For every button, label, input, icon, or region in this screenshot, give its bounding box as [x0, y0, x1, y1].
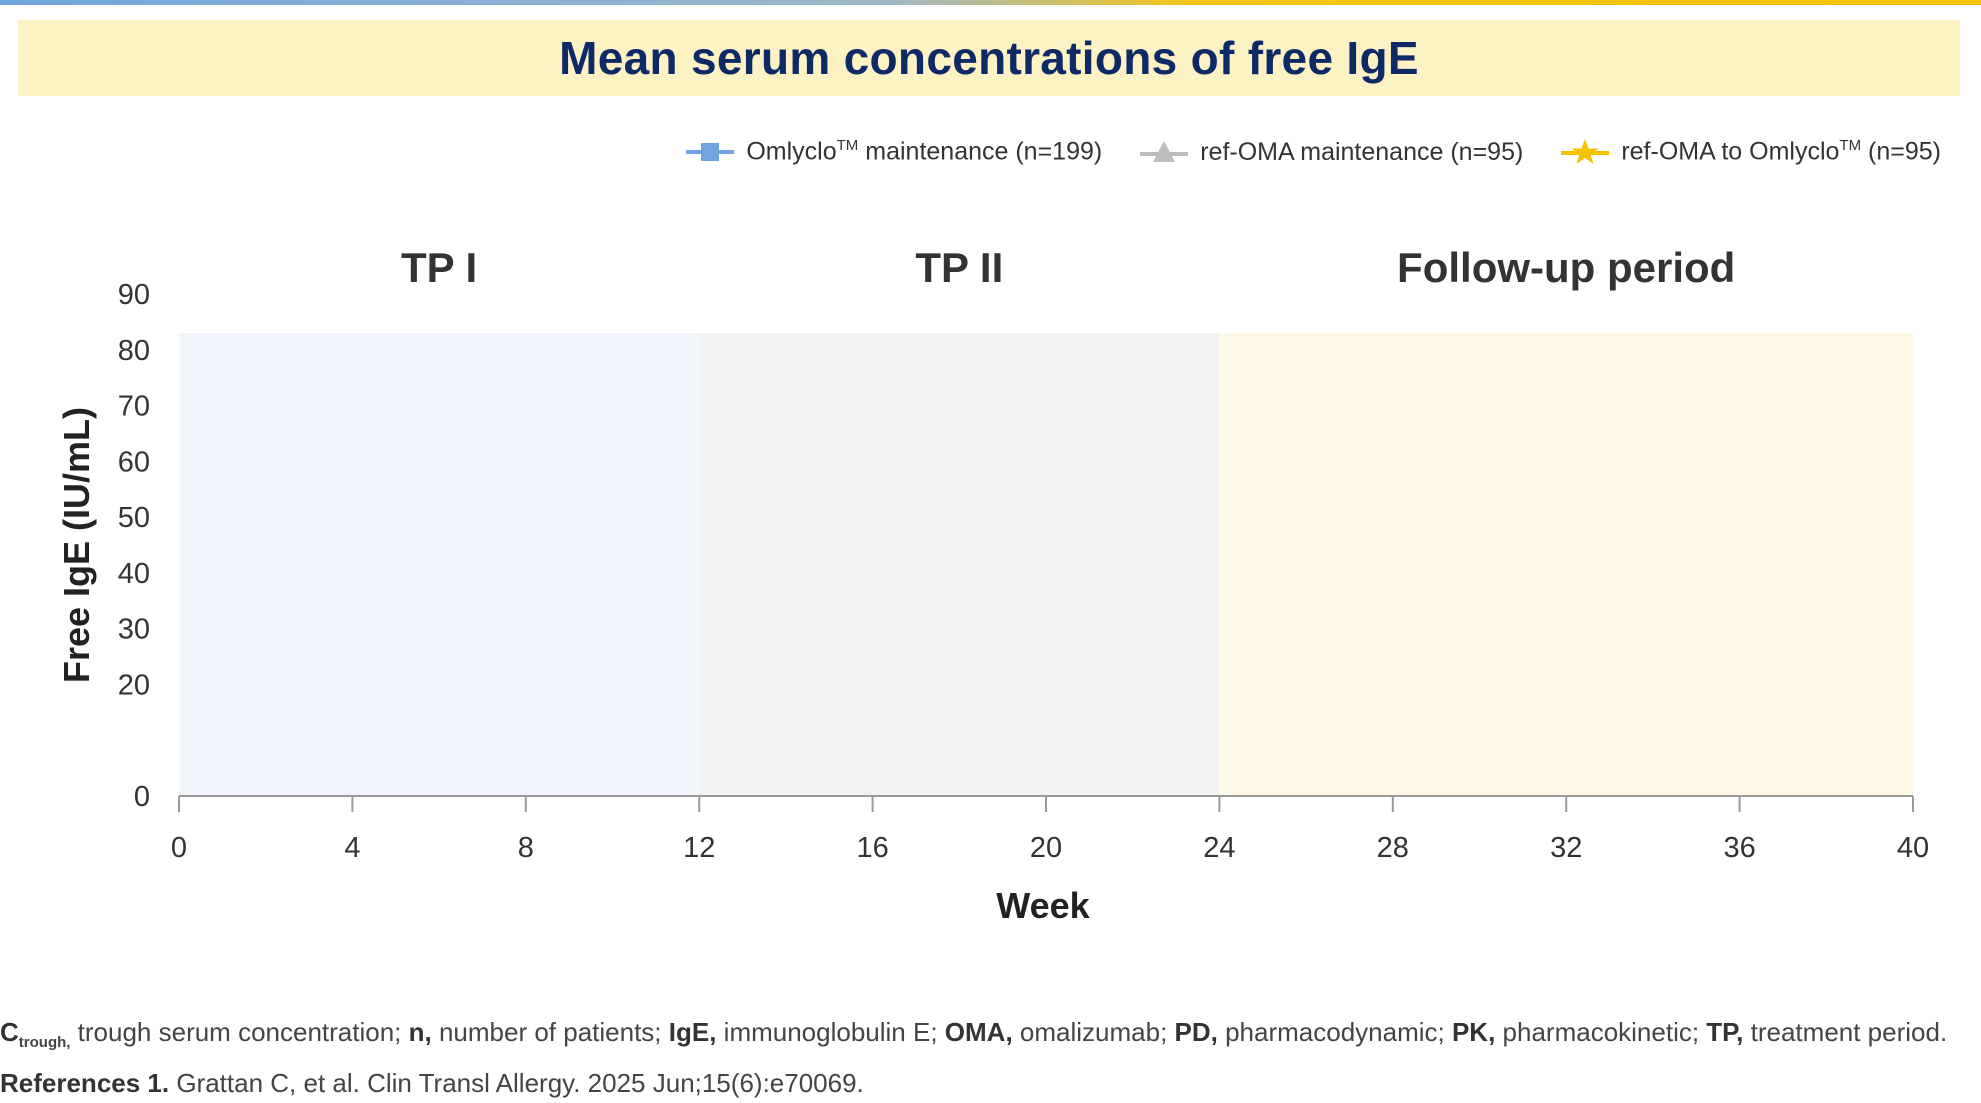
x-tick-label: 8 — [518, 832, 534, 864]
x-axis-title: Week — [996, 885, 1090, 926]
y-tick-label: 70 — [118, 391, 150, 423]
footnote-term: TP, — [1706, 1017, 1744, 1047]
top-accent-rule — [0, 0, 1981, 5]
x-tick-label: 24 — [1203, 832, 1235, 864]
footnote-term: PD, — [1174, 1017, 1218, 1047]
period-band-0 — [179, 333, 700, 796]
footnote-definition: trough serum concentration; — [70, 1017, 409, 1047]
legend-item-omlyclo: OmlycloTM maintenance (n=199) — [684, 137, 1102, 167]
footnote-definition: treatment period. — [1743, 1017, 1948, 1047]
x-tick-label: 32 — [1550, 832, 1582, 864]
legend-item-ref-oma-to-omlyclo: ref-OMA to OmlycloTM (n=95) — [1559, 137, 1941, 167]
legend: OmlycloTM maintenance (n=199) ref-OMA ma… — [684, 132, 1941, 172]
abbreviations-footnote: Ctrough, trough serum concentration; n, … — [0, 1012, 1981, 1063]
x-tick-label: 36 — [1723, 832, 1755, 864]
footnote-term: OMA, — [944, 1017, 1013, 1047]
x-tick-label: 0 — [171, 832, 187, 864]
y-tick-label: 30 — [118, 614, 150, 646]
legend-label-omlyclo: OmlycloTM maintenance (n=199) — [746, 137, 1103, 166]
footnote-term: n, — [408, 1017, 432, 1047]
title-banner: Mean serum concentrations of free IgE — [18, 20, 1960, 96]
y-tick-label: 20 — [118, 669, 150, 701]
y-tick-label: 0 — [134, 781, 150, 813]
x-tick-label: 4 — [344, 832, 360, 864]
y-tick-label: 50 — [118, 502, 150, 534]
chart-title: Mean serum concentrations of free IgE — [559, 32, 1419, 84]
y-tick-label: 40 — [118, 558, 150, 590]
footnote-definition: omalizumab; — [1012, 1017, 1175, 1047]
y-tick-label: 80 — [118, 335, 150, 367]
x-tick-label: 28 — [1377, 832, 1409, 864]
references-footnote: References 1. Grattan C, et al. Clin Tra… — [0, 1068, 864, 1099]
legend-label-ref-oma: ref-OMA maintenance (n=95) — [1200, 137, 1524, 166]
footnote-term: IgE, — [668, 1017, 717, 1047]
footnote-definition: immunoglobulin E; — [716, 1017, 945, 1047]
chart-plot-area: TP I TP II Follow-up period 0 4 8 12 16 20 24 28 32… — [56, 244, 1929, 926]
footnote-term: PK, — [1451, 1017, 1496, 1047]
period-band-2 — [1219, 333, 1913, 796]
x-tick-label: 16 — [856, 832, 888, 864]
y-tick-label: 90 — [118, 279, 150, 311]
x-tick-label: 20 — [1030, 832, 1062, 864]
x-tick-label: 12 — [683, 832, 715, 864]
star-marker-icon — [1559, 137, 1611, 167]
footnotes: Ctrough, trough serum concentration; n, … — [0, 1012, 1981, 1103]
x-tick-label: 40 — [1897, 832, 1929, 864]
footnote-term: C — [0, 1017, 19, 1047]
footnote-definition: pharmacodynamic; — [1217, 1017, 1452, 1047]
triangle-marker-icon — [1138, 137, 1190, 167]
y-tick-label: 60 — [118, 446, 150, 478]
legend-item-ref-oma: ref-OMA maintenance (n=95) — [1138, 137, 1523, 167]
footnote-definition: pharmacokinetic; — [1495, 1017, 1707, 1047]
legend-label-ref-oma-to-omlyclo: ref-OMA to OmlycloTM (n=95) — [1621, 137, 1941, 166]
period-label: TP I — [401, 244, 477, 291]
footnote-subscript: trough, — [18, 1034, 71, 1052]
footnote-definition: number of patients; — [431, 1017, 669, 1047]
period-label: TP II — [915, 244, 1003, 291]
period-label: Follow-up period — [1397, 244, 1735, 291]
y-axis-title: Free IgE (IU/mL) — [56, 407, 97, 683]
period-band-1 — [699, 333, 1220, 796]
square-marker-icon — [684, 137, 736, 167]
